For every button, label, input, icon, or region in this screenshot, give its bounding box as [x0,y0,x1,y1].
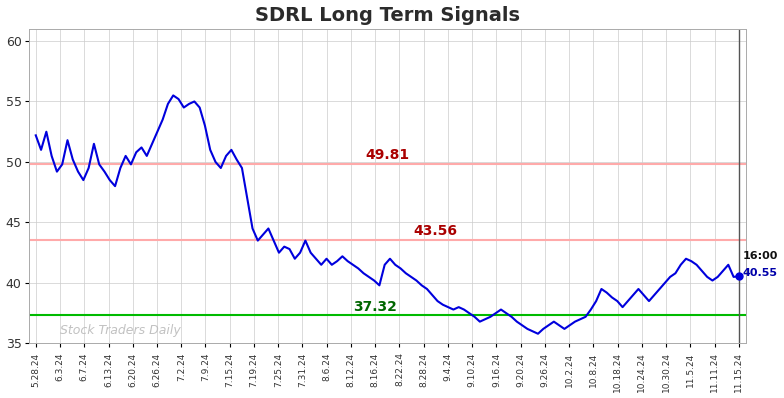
Text: 37.32: 37.32 [354,300,397,314]
Text: 43.56: 43.56 [414,224,458,238]
Text: 16:00: 16:00 [742,251,778,261]
Title: SDRL Long Term Signals: SDRL Long Term Signals [255,6,520,25]
Text: Stock Traders Daily: Stock Traders Daily [60,324,181,337]
Text: 40.55: 40.55 [742,268,778,278]
Text: 49.81: 49.81 [365,148,409,162]
